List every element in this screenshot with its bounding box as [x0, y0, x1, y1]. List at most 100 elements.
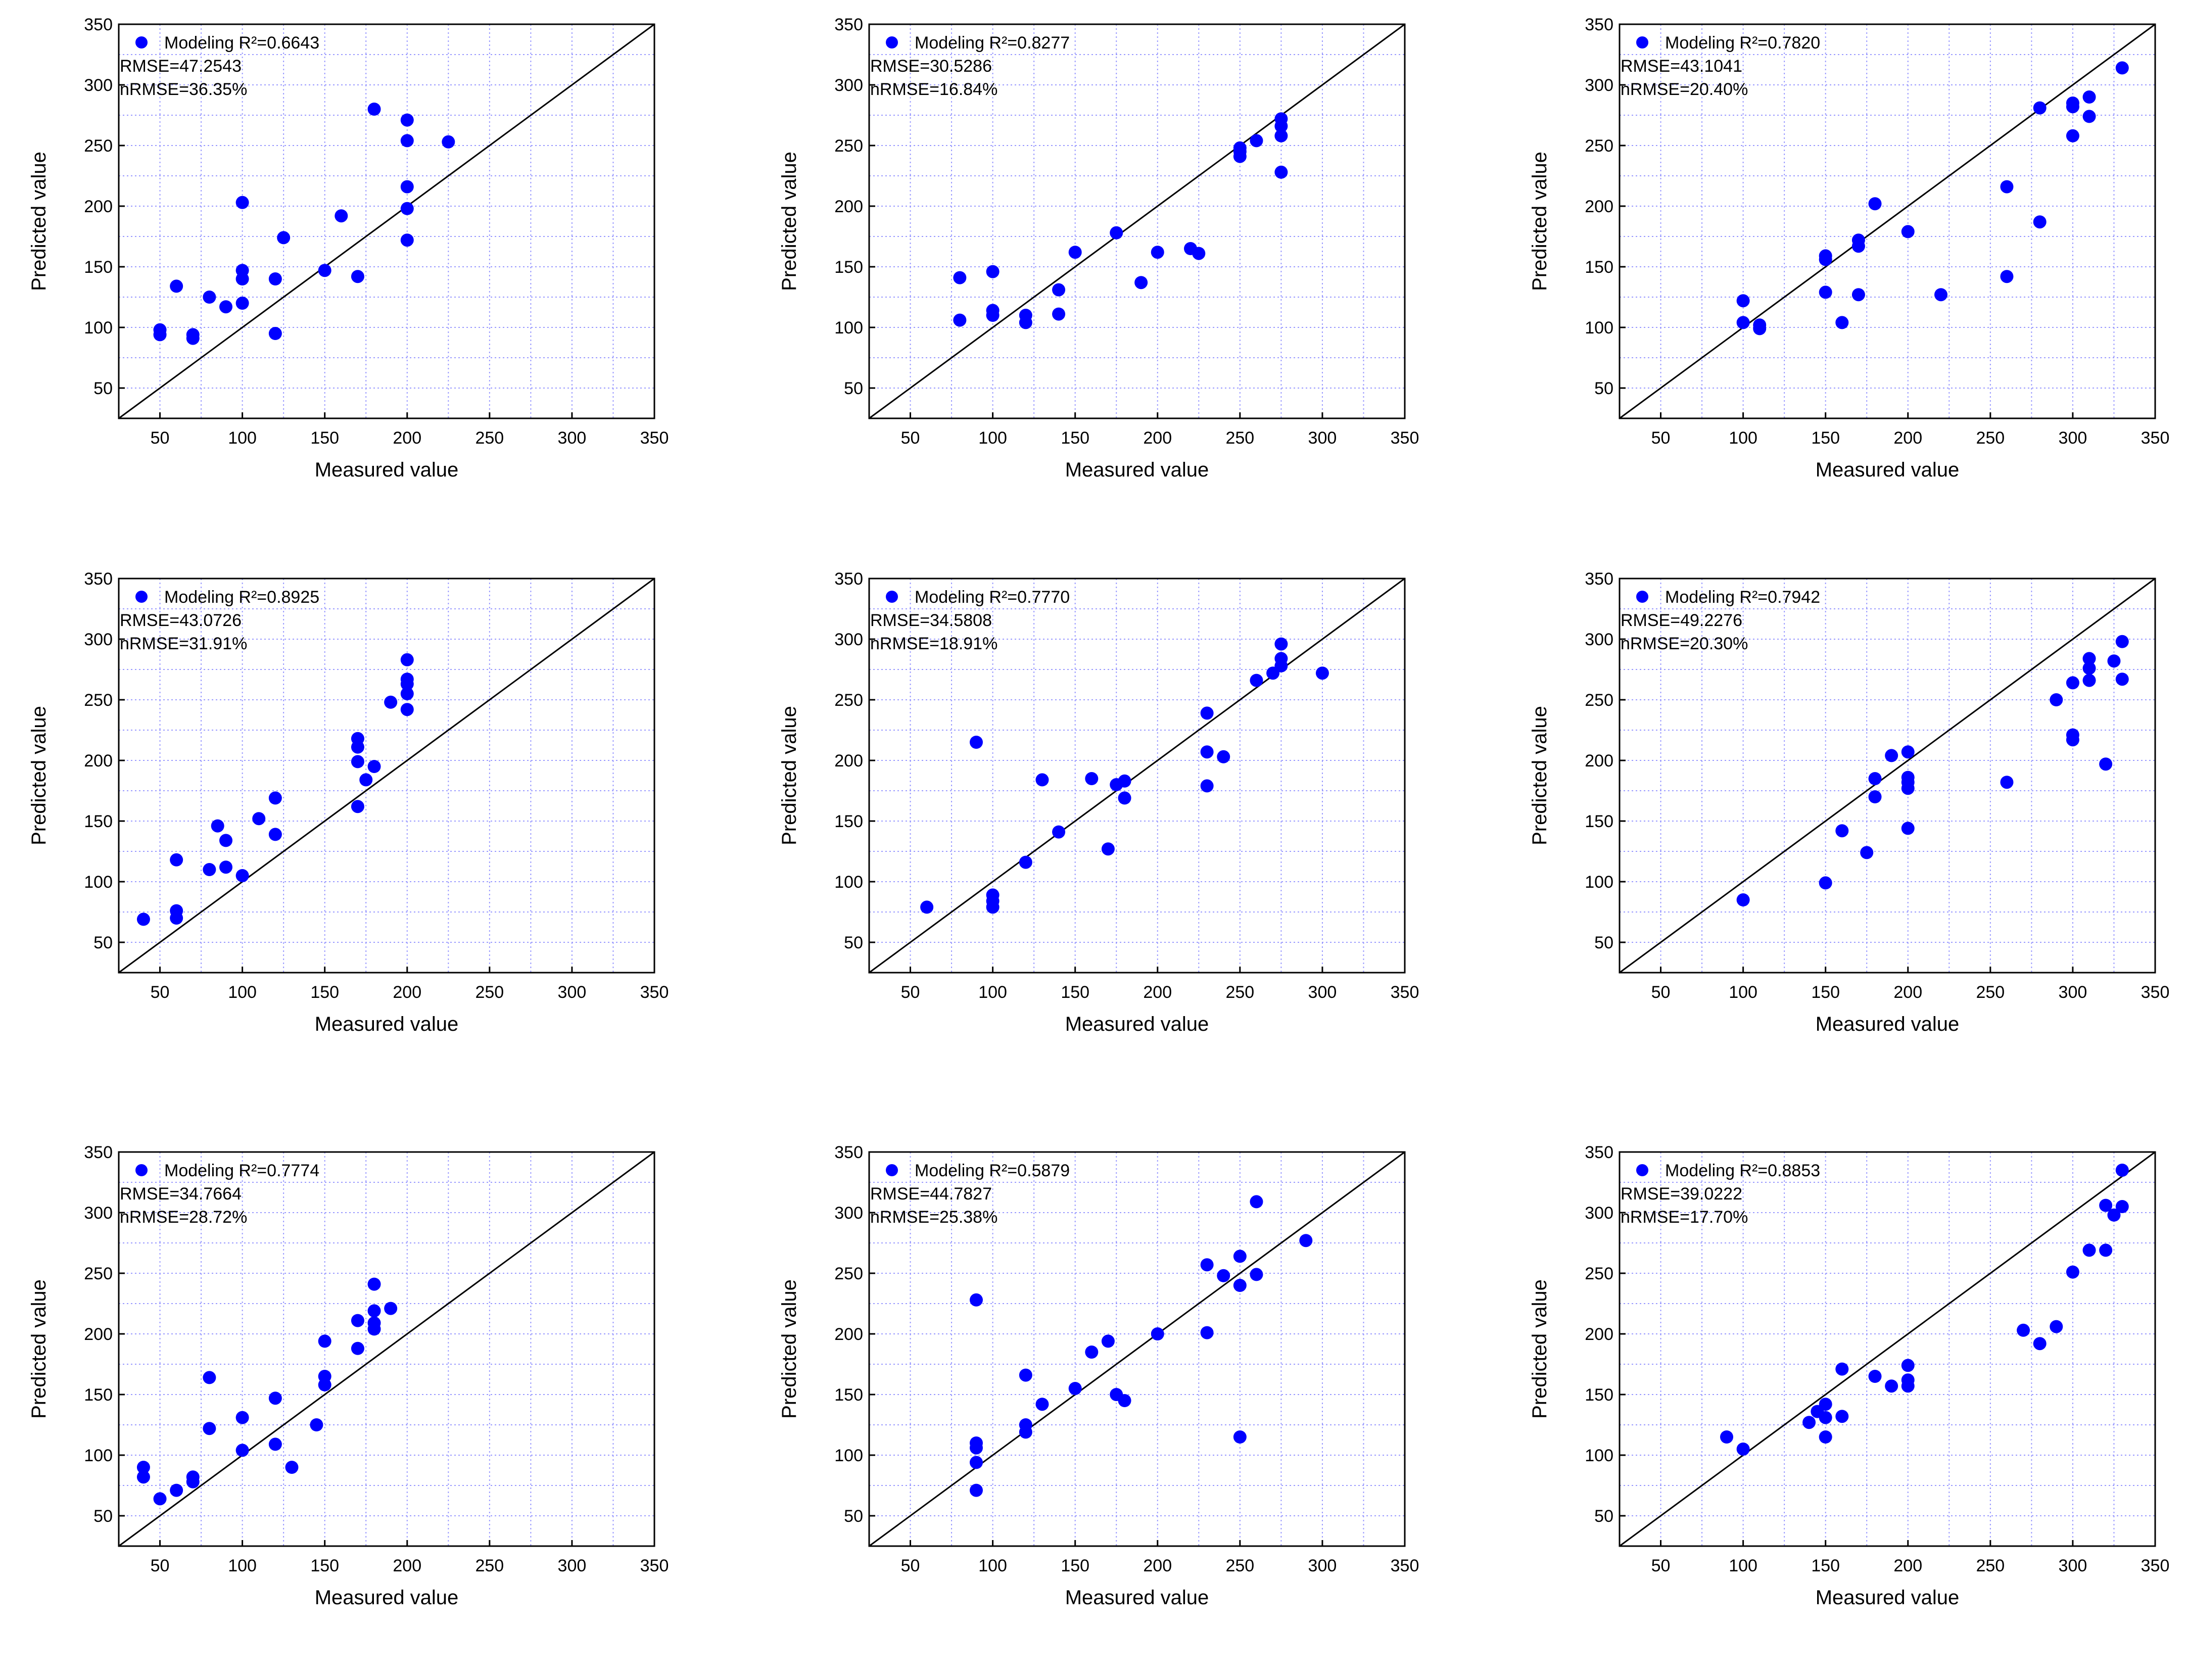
- rmse-label: RMSE=44.7827: [870, 1184, 992, 1204]
- legend-label: Modeling R²=0.7770: [915, 588, 1070, 607]
- legend-label: Modeling R²=0.5879: [915, 1161, 1070, 1180]
- data-point: [367, 1322, 381, 1336]
- data-points: [1720, 1164, 2129, 1456]
- data-point: [235, 869, 249, 882]
- y-tick-label: 250: [1585, 136, 1613, 156]
- x-tick-label: 200: [393, 983, 421, 1002]
- y-tick-label: 50: [844, 933, 863, 952]
- x-tick-label: 200: [393, 1556, 421, 1575]
- plot-frame: [118, 578, 655, 974]
- data-point: [170, 853, 183, 867]
- data-point: [400, 653, 414, 666]
- data-point: [1274, 659, 1288, 673]
- x-tick-label: 200: [1143, 1556, 1172, 1575]
- y-tick-label: 200: [1585, 1325, 1613, 1344]
- nrmse-label: nRMSE=25.38%: [870, 1208, 997, 1227]
- x-tick-label: 100: [1729, 1556, 1757, 1575]
- data-point: [2017, 1323, 2030, 1337]
- data-point: [318, 1378, 331, 1391]
- data-point: [235, 196, 249, 209]
- x-tick-label: 250: [1225, 1556, 1254, 1575]
- data-point: [235, 1444, 249, 1457]
- grid-lines: [118, 579, 654, 973]
- data-point: [400, 180, 414, 194]
- x-axis-label: Measured value: [315, 459, 459, 481]
- x-tick-label: 100: [978, 983, 1007, 1002]
- data-point: [1934, 288, 1947, 302]
- data-point: [2066, 733, 2079, 747]
- data-point: [203, 291, 216, 304]
- scatter-chart-panel: 50 100 150 200 250 300 350 50 100 150 200 250 300 350…: [778, 569, 1419, 1035]
- nrmse-label: nRMSE=28.72%: [120, 1208, 247, 1227]
- x-tick-label: 200: [1143, 428, 1172, 448]
- data-point: [970, 1441, 983, 1455]
- data-point: [268, 791, 282, 805]
- data-point: [2082, 1243, 2096, 1257]
- reference-line-1to1: [1620, 1152, 2155, 1546]
- data-point: [170, 911, 183, 925]
- data-point: [203, 863, 216, 876]
- data-point: [367, 1304, 381, 1318]
- data-point: [268, 828, 282, 841]
- y-tick-label: 200: [834, 197, 863, 216]
- y-tick-label: 300: [834, 76, 863, 95]
- y-tick-label: 200: [834, 751, 863, 771]
- x-tick-label: 350: [2141, 428, 2170, 448]
- x-tick-label: 50: [901, 1556, 920, 1575]
- scatter-chart-panel: 50 100 150 200 250 300 350 50 100 150 200 250 300 350…: [778, 1143, 1419, 1609]
- y-axis-label: Predicted value: [778, 152, 800, 291]
- y-tick-label: 50: [93, 379, 113, 398]
- y-tick-label: 350: [84, 569, 113, 589]
- data-point: [1250, 1268, 1263, 1281]
- data-point: [1019, 1368, 1032, 1382]
- data-point: [1200, 745, 1214, 759]
- data-point: [1035, 773, 1049, 787]
- y-tick-label: 100: [834, 318, 863, 338]
- legend-label: Modeling R²=0.7774: [164, 1161, 319, 1180]
- legend-label: Modeling R²=0.7942: [1665, 588, 1820, 607]
- data-point: [2115, 1200, 2129, 1213]
- y-tick-label: 100: [834, 873, 863, 892]
- y-tick-label: 50: [1594, 933, 1613, 952]
- data-point: [1851, 239, 1865, 253]
- x-tick-label: 100: [1729, 428, 1757, 448]
- data-point: [2082, 652, 2096, 665]
- y-tick-label: 150: [834, 1385, 863, 1405]
- x-tick-label: 100: [228, 1556, 257, 1575]
- reference-line-1to1: [869, 24, 1405, 418]
- data-point: [1250, 1195, 1263, 1209]
- x-tick-label: 50: [1651, 983, 1671, 1002]
- data-point: [136, 1470, 150, 1484]
- rmse-label: RMSE=34.7664: [120, 1184, 242, 1204]
- data-point: [1868, 197, 1882, 211]
- y-tick-label: 50: [1594, 379, 1613, 398]
- data-point: [1720, 1430, 1733, 1444]
- data-point: [1250, 134, 1263, 148]
- y-tick-label: 350: [1585, 1143, 1613, 1162]
- x-tick-label: 350: [2141, 983, 2170, 1002]
- legend-marker: [886, 1164, 898, 1176]
- legend-marker: [135, 591, 148, 603]
- x-tick-label: 300: [1308, 428, 1337, 448]
- data-point: [400, 113, 414, 127]
- data-point: [1315, 666, 1329, 680]
- data-point: [2099, 1198, 2113, 1212]
- data-point: [186, 1475, 200, 1489]
- y-tick-label: 100: [1585, 318, 1613, 338]
- data-point: [211, 819, 224, 833]
- data-point: [367, 103, 381, 116]
- data-point: [1819, 876, 1832, 890]
- data-points: [1736, 61, 2129, 335]
- rmse-label: RMSE=47.2543: [120, 57, 242, 76]
- data-points: [970, 1195, 1313, 1497]
- nrmse-label: nRMSE=36.35%: [120, 80, 247, 99]
- data-point: [235, 1411, 249, 1424]
- data-point: [400, 687, 414, 700]
- y-tick-label: 200: [1585, 751, 1613, 771]
- data-point: [2082, 661, 2096, 675]
- data-point: [1901, 822, 1915, 835]
- x-tick-label: 300: [1308, 983, 1337, 1002]
- data-point: [986, 265, 1000, 278]
- plot-frame: [1619, 578, 2156, 974]
- data-point: [1233, 1250, 1247, 1263]
